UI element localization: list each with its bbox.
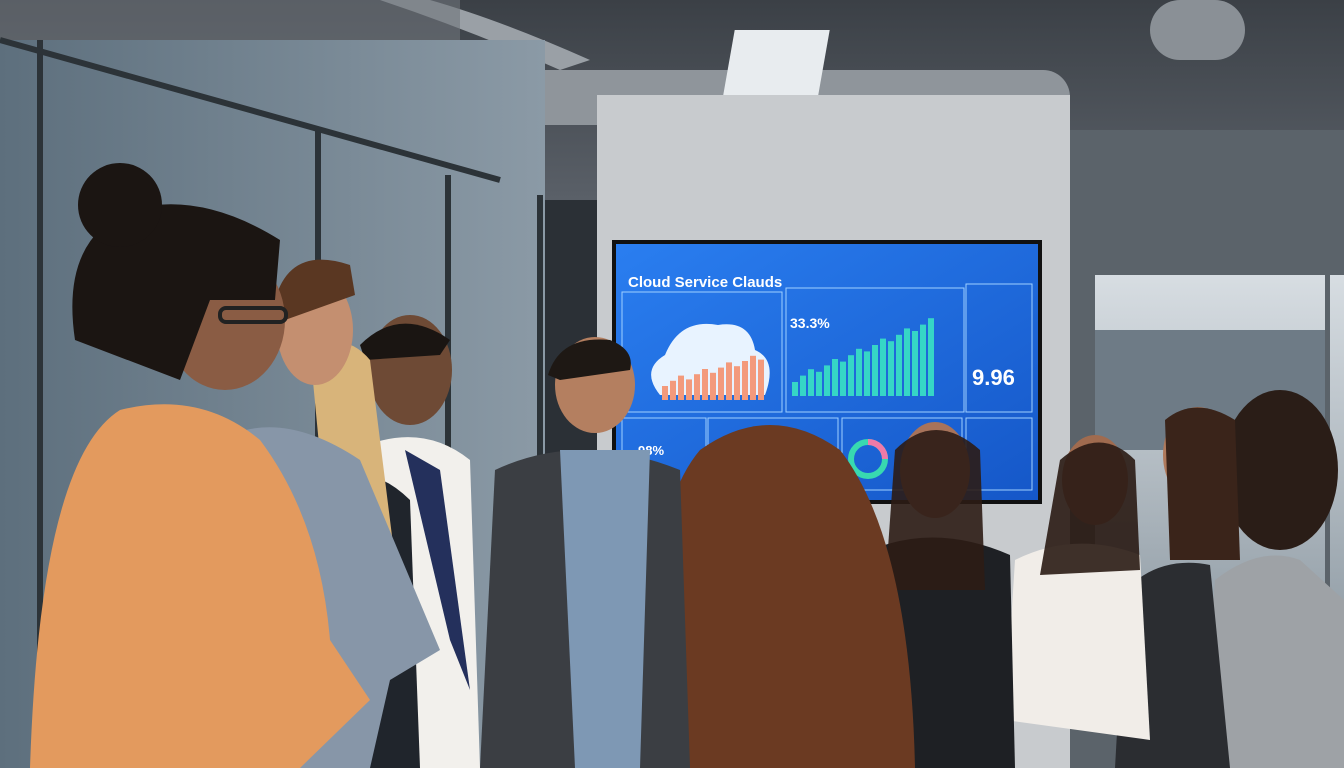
bar <box>702 369 708 400</box>
bar <box>726 362 732 400</box>
bar <box>848 355 854 396</box>
bar <box>840 361 846 396</box>
bar <box>718 367 724 400</box>
bar <box>750 355 756 400</box>
stat: 33.3% <box>790 315 830 331</box>
bar <box>928 318 934 396</box>
ceiling-light <box>723 30 830 95</box>
bar <box>816 371 822 396</box>
bar <box>742 361 748 400</box>
bar <box>904 328 910 396</box>
bar <box>912 331 918 396</box>
people <box>30 163 1344 768</box>
bar <box>896 334 902 396</box>
bar <box>880 338 886 396</box>
dashboard-title: Cloud Service Clauds <box>628 274 782 291</box>
bar-chart <box>662 355 764 400</box>
bar <box>832 359 838 396</box>
bar <box>758 359 764 400</box>
bar <box>678 375 684 400</box>
bar <box>888 341 894 396</box>
bar <box>662 386 668 400</box>
bar <box>686 379 692 400</box>
bar <box>694 374 700 400</box>
bar <box>824 365 830 396</box>
bar <box>808 369 814 396</box>
bar <box>710 372 716 400</box>
donut <box>867 439 888 460</box>
bar <box>920 324 926 396</box>
bar <box>800 375 806 396</box>
bar <box>670 380 676 400</box>
bar-chart <box>792 318 934 396</box>
bar <box>864 351 870 396</box>
bar <box>734 366 740 400</box>
bar <box>856 348 862 396</box>
bar <box>792 382 798 396</box>
duct <box>1150 0 1245 60</box>
bar <box>872 345 878 396</box>
stat: 9.96 <box>972 365 1015 390</box>
